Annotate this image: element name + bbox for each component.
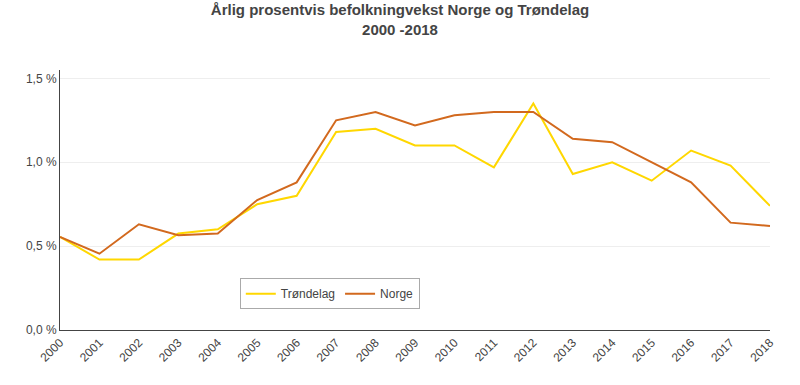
svg-text:2009: 2009 (393, 336, 422, 365)
svg-text:Norge: Norge (380, 287, 413, 301)
svg-text:2008: 2008 (353, 336, 382, 365)
svg-text:2018: 2018 (748, 336, 777, 365)
svg-text:2012: 2012 (511, 336, 540, 365)
svg-text:2000: 2000 (38, 336, 67, 365)
svg-text:2013: 2013 (550, 336, 579, 365)
svg-text:1,0 %: 1,0 % (26, 155, 57, 169)
svg-text:0,5 %: 0,5 % (26, 239, 57, 253)
svg-text:2001: 2001 (77, 336, 106, 365)
svg-text:2017: 2017 (708, 336, 737, 365)
svg-text:2014: 2014 (590, 336, 619, 365)
svg-text:2006: 2006 (274, 336, 303, 365)
svg-text:Trøndelag: Trøndelag (281, 287, 335, 301)
svg-text:2007: 2007 (314, 336, 343, 365)
svg-text:2004: 2004 (195, 336, 224, 365)
svg-text:0,0 %: 0,0 % (26, 323, 57, 337)
svg-text:2003: 2003 (156, 336, 185, 365)
svg-text:2011: 2011 (472, 336, 500, 364)
svg-text:Årlig prosentvis befolkningvek: Årlig prosentvis befolkningvekst Norge o… (211, 1, 589, 38)
svg-text:2002: 2002 (116, 336, 145, 365)
svg-text:2015: 2015 (629, 336, 658, 365)
svg-text:1,5 %: 1,5 % (26, 72, 57, 86)
svg-text:2005: 2005 (235, 336, 264, 365)
svg-text:2010: 2010 (432, 336, 461, 365)
svg-text:2016: 2016 (669, 336, 698, 365)
